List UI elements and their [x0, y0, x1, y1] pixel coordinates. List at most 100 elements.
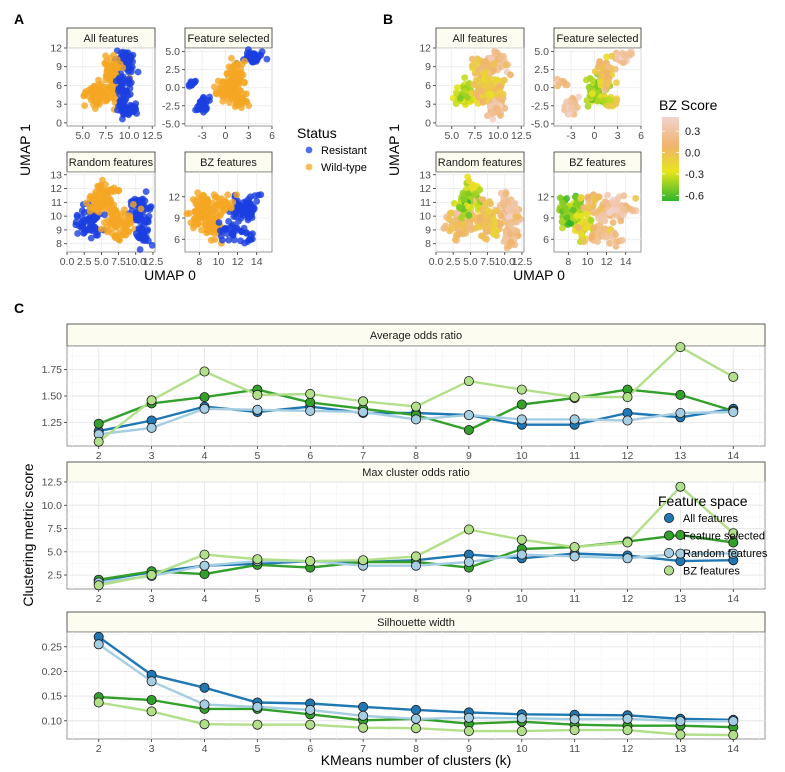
x-tick-label: 0.0 [429, 256, 444, 268]
x-axis-title: UMAP 0 [513, 267, 565, 283]
data-point [447, 209, 455, 217]
x-tick-label: 11 [569, 450, 580, 462]
data-point [146, 204, 154, 211]
data-point [497, 83, 505, 90]
data-point [468, 226, 475, 234]
data-point [218, 236, 226, 244]
x-tick-label: 14 [620, 256, 632, 268]
data-point [596, 58, 604, 65]
data-point [486, 103, 494, 110]
data-point [625, 205, 633, 212]
data-point [612, 231, 619, 239]
facet-title: Silhouette width [377, 617, 455, 629]
data-point [219, 92, 227, 100]
data-point [501, 234, 509, 242]
x-tick-label: 7 [360, 743, 366, 755]
data-point-bz-features [93, 697, 104, 708]
data-point [458, 214, 465, 222]
y-tick-label: 0.15 [42, 691, 63, 703]
x-tick-label: 12 [232, 256, 244, 268]
points [440, 173, 524, 252]
data-point [485, 218, 492, 226]
data-point [120, 110, 127, 118]
data-point [103, 204, 111, 211]
data-point [556, 194, 564, 202]
x-tick-label: 10 [213, 256, 225, 268]
points [449, 47, 514, 123]
y-tick-label: 0 [56, 117, 62, 129]
x-tick-label: 13 [675, 593, 687, 605]
data-point [589, 90, 596, 97]
data-point [596, 205, 604, 213]
y-tick-label: 11 [51, 197, 62, 209]
data-point [588, 233, 596, 241]
data-point [465, 177, 473, 185]
x-tick-label: 7.5 [99, 130, 114, 142]
data-point [606, 209, 613, 216]
facet-all-features: All features 5.0 7.5 10.0 12.5 0 3 6 9 12 [419, 27, 532, 142]
data-point [234, 97, 242, 105]
data-point [110, 95, 118, 103]
data-point [584, 102, 592, 110]
data-point [101, 97, 108, 105]
data-point [613, 97, 620, 105]
data-point [216, 212, 224, 220]
y-tick-label: 6 [174, 234, 180, 246]
data-point [500, 202, 508, 210]
data-point [87, 234, 95, 242]
data-point-bz-features [463, 726, 474, 737]
data-point-feature-selected [516, 399, 527, 410]
data-point [243, 90, 250, 98]
data-point [98, 83, 106, 91]
x-tick-label: 7.5 [480, 256, 495, 268]
y-tick-label: 3 [56, 99, 62, 111]
legend-label: Random features [683, 548, 768, 560]
data-point [247, 212, 255, 220]
data-point-random-features [305, 405, 316, 416]
data-point [507, 221, 515, 229]
legend-title: Feature space [658, 493, 748, 509]
y-tick-label: 7.5 [47, 523, 62, 535]
data-point [126, 56, 134, 64]
data-point [455, 221, 463, 229]
x-tick-label: 10.0 [126, 256, 147, 268]
panel-label-c: C [14, 300, 24, 316]
x-tick-label: 10.0 [495, 256, 516, 268]
data-point [129, 105, 137, 113]
facet-title: BZ features [200, 157, 257, 169]
x-tick-label: 8 [565, 256, 571, 268]
data-point [237, 237, 244, 245]
data-point [102, 92, 110, 99]
x-tick-label: 2 [96, 743, 102, 755]
data-point [97, 186, 105, 194]
data-point-bz-features [569, 392, 580, 403]
data-point [198, 226, 205, 234]
data-point [119, 73, 127, 81]
data-point [95, 76, 102, 84]
data-point [90, 202, 97, 210]
data-point [245, 102, 253, 109]
y-tick-label: 0.0 [534, 82, 549, 94]
data-point [628, 50, 635, 58]
data-point [194, 189, 202, 197]
data-point [603, 53, 610, 61]
x-tick-label: 4 [202, 450, 208, 462]
data-point-bz-features [146, 570, 157, 581]
data-point [568, 105, 575, 112]
x-tick-label: 8 [196, 256, 202, 268]
data-point [578, 212, 585, 220]
legend-key-all-features [664, 513, 675, 524]
data-point [119, 216, 127, 224]
data-point [251, 192, 259, 200]
data-point [124, 49, 132, 57]
data-point [504, 197, 512, 205]
data-point [127, 79, 135, 86]
data-point [442, 222, 449, 230]
data-point-all-features [199, 682, 210, 693]
data-point-bz-features [728, 371, 739, 382]
data-point [605, 102, 612, 110]
data-point-random-features [728, 548, 739, 559]
data-point [492, 76, 500, 84]
data-point [512, 213, 519, 221]
